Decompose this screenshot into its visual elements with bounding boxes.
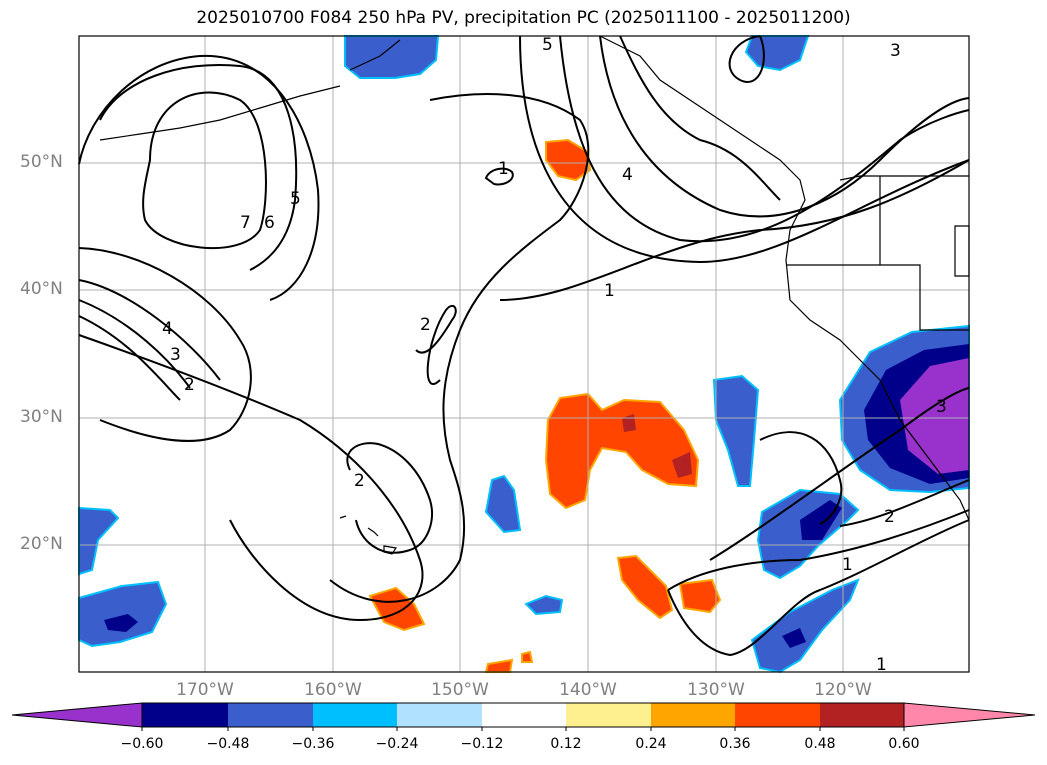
- colorbar-tick-label: 0.60: [888, 736, 920, 752]
- contour-label: 2: [354, 471, 365, 491]
- colorbar-arrow-left: [11, 702, 143, 728]
- contour-label: 2: [884, 507, 895, 527]
- colorbar-segment: [397, 703, 482, 727]
- contour-labels: 1 1 1 1 2 2 2 2 3 3 3 4 4 5 5 6 7: [162, 35, 947, 675]
- colorbar-segment: [482, 703, 566, 727]
- map-background: [79, 36, 969, 672]
- precip-pos-patch: [521, 650, 534, 663]
- contour-label: 1: [498, 159, 509, 179]
- colorbar-segment: [820, 703, 904, 727]
- colorbar-outline: [141, 702, 905, 728]
- lon-label-160w: 160°W: [304, 680, 362, 700]
- precip-neg-core: [782, 628, 806, 648]
- figure-title: 2025010700 F084 250 hPa PV, precipitatio…: [196, 8, 851, 28]
- colorbar-segment: [735, 703, 820, 727]
- contour-label: 7: [240, 213, 251, 233]
- colorbar-tick-label: −0.48: [206, 736, 250, 752]
- contour-label: 1: [842, 555, 853, 575]
- precip-neg-patch: [78, 580, 168, 648]
- colorbar-segment: [313, 703, 397, 727]
- colorbar: [11, 702, 1036, 731]
- contour-label: 3: [936, 397, 947, 417]
- lon-label-140w: 140°W: [559, 680, 617, 700]
- precip-neg-patch: [484, 474, 522, 534]
- contour-label: 4: [162, 319, 173, 339]
- contour-label: 4: [622, 165, 633, 185]
- precip-pos-patch: [616, 554, 674, 620]
- gridlines: [79, 36, 969, 672]
- coastlines: [99, 35, 970, 555]
- contour-label: 1: [604, 281, 615, 301]
- colorbar-segment: [142, 703, 228, 727]
- lat-label-50n: 50°N: [20, 152, 63, 172]
- precip-fills: [78, 35, 970, 674]
- lat-label-30n: 30°N: [20, 407, 63, 427]
- lat-label-20n: 20°N: [20, 534, 63, 554]
- contour-label: 6: [264, 213, 275, 233]
- lon-label-130w: 130°W: [687, 680, 745, 700]
- precip-pos-patch: [544, 392, 700, 510]
- precip-max-patch: [672, 452, 692, 478]
- contour-label: 1: [876, 655, 887, 675]
- precip-neg-patch: [712, 374, 760, 487]
- precip-neg-patch: [344, 35, 440, 79]
- precip-neg-core: [900, 358, 969, 474]
- colorbar-tick-label: −0.12: [460, 736, 504, 752]
- pv-contours: [78, 35, 970, 657]
- colorbar-tick-label: 0.12: [550, 736, 582, 752]
- map-frame: [78, 35, 970, 673]
- colorbar-tick-label: −0.60: [120, 736, 164, 752]
- lon-label-150w: 150°W: [431, 680, 489, 700]
- precip-pos-patch: [678, 578, 722, 614]
- colorbar-tick-label: 0.36: [719, 736, 751, 752]
- colorbar-segment: [228, 703, 313, 727]
- precip-pos-patch: [368, 586, 426, 632]
- lon-label-120w: 120°W: [814, 680, 872, 700]
- precip-neg-patch: [524, 594, 564, 616]
- colorbar-arrow-right: [903, 702, 1036, 728]
- colorbar-segment: [566, 703, 651, 727]
- colorbar-tick-label: −0.24: [375, 736, 419, 752]
- precip-neg-core: [104, 614, 138, 632]
- lon-label-170w: 170°W: [176, 680, 234, 700]
- contour-label: 3: [890, 41, 901, 61]
- colorbar-tick-label: 0.48: [804, 736, 836, 752]
- precip-neg-patch: [750, 578, 860, 674]
- contour-label: 2: [420, 315, 431, 335]
- contour-label: 5: [542, 35, 553, 55]
- contour-label: 2: [184, 375, 195, 395]
- contour-label: 3: [170, 345, 181, 365]
- colorbar-tick-label: 0.24: [635, 736, 667, 752]
- colorbar-segment: [651, 703, 735, 727]
- lat-label-40n: 40°N: [20, 279, 63, 299]
- colorbar-tick-label: −0.36: [291, 736, 335, 752]
- precip-neg-core: [800, 500, 842, 540]
- contour-label: 5: [290, 189, 301, 209]
